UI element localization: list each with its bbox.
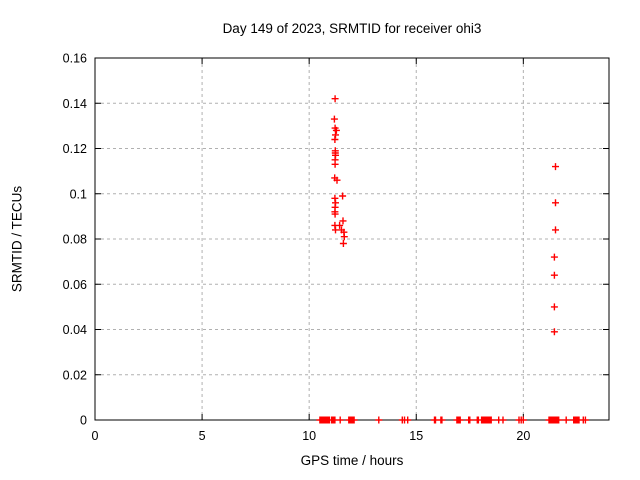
svg-text:0.1: 0.1: [70, 187, 87, 201]
svg-text:20: 20: [516, 429, 530, 443]
svg-text:0.08: 0.08: [63, 233, 87, 247]
plot-grid: [95, 58, 609, 420]
x-tick-labels: 0 5 10 15 20: [92, 429, 531, 443]
svg-text:0.02: 0.02: [63, 368, 87, 382]
plot-border: [94, 57, 610, 421]
svg-text:0.06: 0.06: [63, 278, 87, 292]
svg-text:10: 10: [302, 429, 316, 443]
y-tick-labels: 0 0.02 0.04 0.06 0.08 0.1 0.12 0.14 0.16: [63, 52, 87, 428]
svg-text:0: 0: [92, 429, 99, 443]
svg-text:0.16: 0.16: [63, 52, 87, 66]
svg-text:0.14: 0.14: [63, 97, 87, 111]
svg-text:0: 0: [80, 414, 87, 428]
data-points: [316, 95, 589, 424]
svg-text:0.04: 0.04: [63, 323, 87, 337]
svg-text:5: 5: [199, 429, 206, 443]
svg-text:15: 15: [409, 429, 423, 443]
axis-ticks: [94, 57, 609, 421]
x-axis-label: GPS time / hours: [300, 453, 404, 468]
chart-title: Day 149 of 2023, SRMTID for receiver ohi…: [222, 21, 482, 36]
svg-text:0.12: 0.12: [63, 142, 87, 156]
